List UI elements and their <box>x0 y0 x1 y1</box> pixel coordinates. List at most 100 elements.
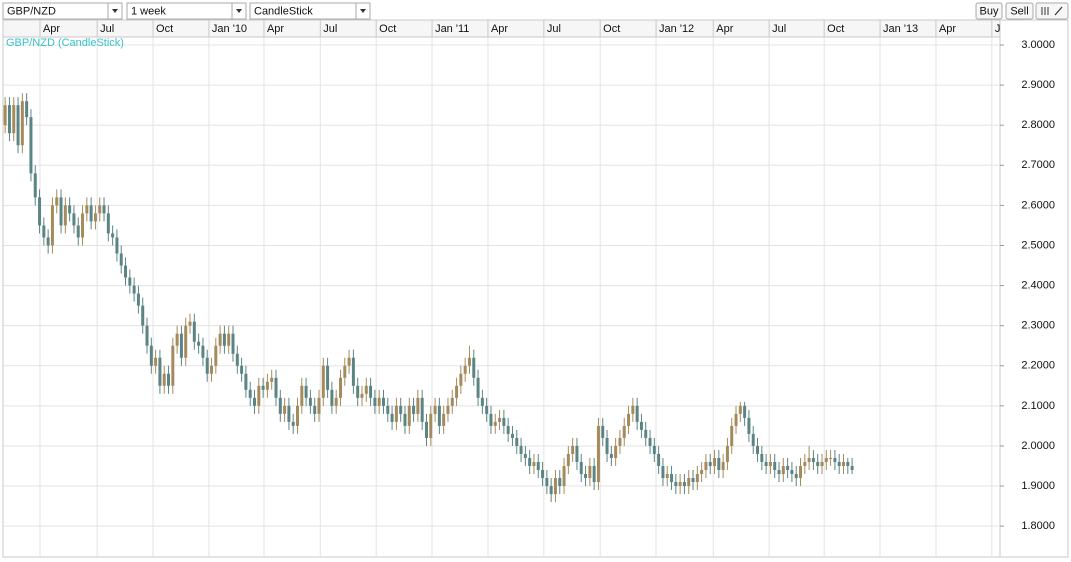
candle-body <box>747 417 751 434</box>
draw-icon <box>1054 6 1063 16</box>
candle-body <box>244 373 248 390</box>
y-tick-label: 2.4000 <box>1021 279 1055 291</box>
candle-body <box>231 333 235 354</box>
interval-select[interactable] <box>126 2 247 20</box>
candle-body <box>446 405 450 414</box>
buy-button[interactable] <box>975 2 1003 20</box>
candle-body <box>412 405 416 414</box>
candle-body <box>614 445 618 458</box>
candle-body <box>657 453 661 466</box>
candle-body <box>334 397 338 406</box>
x-tick-label: Apr <box>939 23 956 35</box>
candle-body <box>300 385 304 406</box>
x-tick-label: Jul <box>547 23 561 35</box>
candle-body <box>842 461 846 466</box>
candle-body <box>670 474 674 483</box>
candle-body <box>222 333 226 346</box>
candle-body <box>515 437 519 446</box>
candle-body <box>678 482 682 487</box>
sell-button[interactable] <box>1005 2 1034 20</box>
tools-button[interactable] <box>1035 2 1069 20</box>
candle-body <box>781 465 785 475</box>
candle-body <box>489 413 493 426</box>
candle-body <box>214 345 218 366</box>
candle-body <box>786 465 790 470</box>
candle-body <box>132 285 136 294</box>
candle-body <box>42 225 46 238</box>
candle-body <box>588 465 592 479</box>
y-tick-label: 3.0000 <box>1021 39 1055 51</box>
candle-body <box>506 425 510 434</box>
candle-body <box>566 453 570 466</box>
candle-body <box>691 478 695 483</box>
candle-body <box>730 425 734 446</box>
candle-body <box>768 461 772 466</box>
candle-body <box>674 482 678 487</box>
candle-body <box>235 353 239 366</box>
interval-text: 1 week <box>131 5 166 17</box>
candle-body <box>218 333 222 346</box>
candle-body <box>420 397 424 422</box>
candle-body <box>816 461 820 466</box>
candle-body <box>687 478 691 487</box>
candle-body <box>257 385 261 406</box>
candle-body <box>201 345 205 358</box>
candle-body <box>205 357 209 374</box>
candle-body <box>700 469 704 475</box>
candle-body <box>347 357 351 366</box>
price-axis <box>999 19 1069 558</box>
series-label: GBP/NZD (CandleStick) <box>6 37 124 49</box>
candle-body <box>33 173 37 198</box>
candle-body <box>59 197 63 226</box>
candle-body <box>717 457 721 470</box>
candle-body <box>549 486 553 495</box>
candle-body <box>510 433 514 438</box>
candle-body <box>751 433 755 446</box>
candle-body <box>50 205 54 246</box>
y-tick-label: 2.2000 <box>1021 360 1055 372</box>
candle-body <box>571 445 575 454</box>
candle-body <box>433 405 437 414</box>
candle-body <box>790 469 794 475</box>
style-select[interactable] <box>249 2 371 20</box>
candle-body <box>799 465 803 479</box>
candle-body <box>63 205 67 226</box>
candle-body <box>639 421 643 430</box>
candle-body <box>72 213 76 226</box>
candles <box>3 93 854 503</box>
y-tick-label: 1.9000 <box>1021 480 1055 492</box>
candle-body <box>360 393 364 398</box>
sell-label: Sell <box>1010 5 1028 17</box>
x-tick-label: Apr <box>267 23 284 35</box>
candle-body <box>467 357 471 366</box>
candle-body <box>579 461 583 475</box>
candle-body <box>351 357 355 386</box>
candle-body <box>227 333 231 346</box>
candle-body <box>824 457 828 462</box>
x-tick-label: Oct <box>156 23 173 35</box>
candle-body <box>377 397 381 406</box>
candle-body <box>149 345 153 366</box>
candle-body <box>98 205 102 214</box>
symbol-select[interactable] <box>2 2 123 20</box>
candle-body <box>136 293 140 306</box>
candle-body <box>437 405 441 426</box>
candle-body <box>803 461 807 466</box>
candle-body <box>313 405 317 414</box>
candle-body <box>46 237 50 246</box>
candle-body <box>390 413 394 422</box>
candle-body <box>558 478 562 487</box>
candle-body <box>450 397 454 406</box>
candle-body <box>455 385 459 398</box>
y-tick-label: 2.3000 <box>1021 320 1055 332</box>
candle-body <box>407 405 411 426</box>
candle-body <box>330 389 334 406</box>
candle-body <box>665 474 669 479</box>
x-tick-label: Oct <box>603 23 620 35</box>
candle-body <box>498 417 502 422</box>
y-tick-label: 1.8000 <box>1021 520 1055 532</box>
candle-body <box>695 474 699 483</box>
grid <box>3 37 1000 557</box>
candle-body <box>188 321 192 326</box>
buy-label: Buy <box>980 5 999 17</box>
